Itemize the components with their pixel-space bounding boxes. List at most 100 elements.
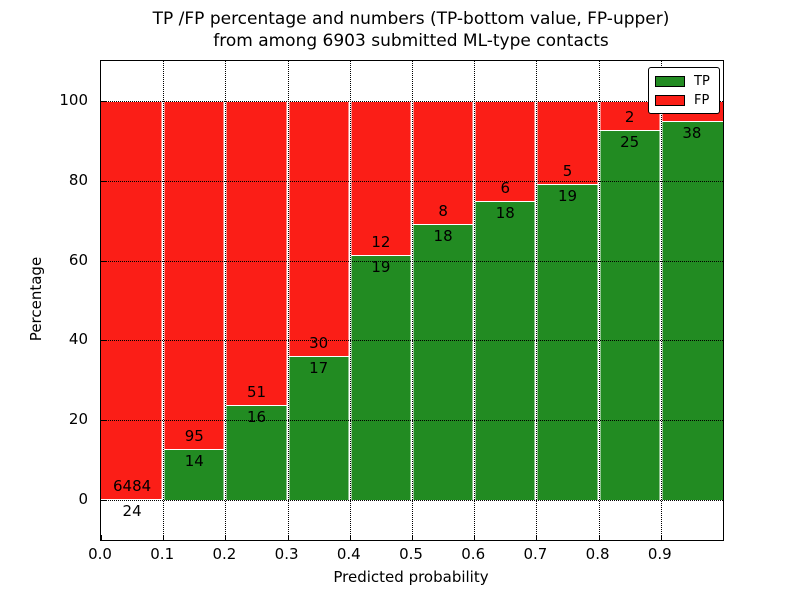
tick-marks-layer [101,61,723,540]
bar-labels-layer: 6484 24 95 14 51 16 30 17 12 19 8 18 6 18 5 19 2 25 38 [101,61,723,540]
tp-bar-segment [660,120,723,501]
vertical-gridline [225,61,227,540]
tp-bar-segment [349,255,412,501]
vertical-gridline [536,61,538,540]
x-tick-mark [474,535,476,540]
fp-bar-segment [412,100,475,224]
x-tick-label: 0.7 [523,545,548,563]
y-tick-label: 60 [68,250,88,269]
fp-count-label: 95 [184,426,204,445]
tp-count-label: 18 [433,226,453,245]
tp-bar-segment [287,355,350,501]
fp-count-label: 51 [246,382,267,401]
y-tick-mark [101,340,106,342]
x-tick-label: 0.9 [647,545,672,563]
fp-count-label: 12 [371,233,391,252]
x-tick-label: 0.5 [399,545,423,563]
x-tick-label: 0.0 [88,545,112,563]
y-tick-mark [101,420,106,422]
y-tick-label: 20 [68,410,88,429]
y-tick-label: 0 [78,490,88,509]
tp-count-label: 19 [371,258,391,277]
fp-count-label: 6 [500,178,511,197]
y-tick-mark [101,100,106,102]
chart-title-line2: from among 6903 submitted ML-type contac… [213,31,609,51]
fp-legend-swatch [655,95,685,106]
chart-title-line1: TP /FP percentage and numbers (TP-bottom… [152,9,670,29]
vertical-gridline [598,61,600,540]
x-tick-mark [349,535,351,540]
x-tick-label: 0.8 [585,545,610,563]
fp-count-label: 6484 [113,476,152,495]
x-tick-label: 0.6 [461,545,486,563]
horizontal-gridline [101,500,723,502]
x-axis-label: Predicted probability [333,568,489,586]
horizontal-gridline [101,180,723,182]
fp-bar-segment [163,100,226,449]
vertical-gridline [163,61,165,540]
fp-bar-segment [536,100,599,185]
tp-count-label: 24 [122,501,142,520]
legend-row-fp: FP [655,91,719,110]
tp-bar-segment [536,184,599,501]
tp-bar-segment [101,498,164,501]
fp-bar-segment [474,100,537,201]
vertical-gridline [412,61,413,540]
tp-legend-swatch [655,76,685,87]
fp-count-label: 8 [438,201,448,220]
tp-count-label: 16 [246,407,267,426]
fp-count-label: 30 [309,333,329,352]
y-tick-mark [101,500,106,502]
chart-title: TP /FP percentage and numbers (TP-bottom… [153,8,670,52]
tp-count-label: 19 [557,187,578,206]
tp-count-label: 38 [682,123,702,142]
horizontal-gridline [101,420,723,422]
tp-bar-segment [163,448,226,501]
x-tick-mark [163,535,165,540]
x-tick-label: 0.4 [336,545,361,563]
x-tick-label: 0.2 [212,545,237,563]
x-tick-mark [536,535,538,540]
horizontal-gridline [101,100,723,102]
fp-bar-segment [101,100,164,499]
vertical-gridline [660,61,662,540]
x-tick-mark [598,535,600,540]
horizontal-gridline [101,260,723,262]
tp-count-label: 25 [620,133,640,152]
y-tick-label: 80 [68,170,88,189]
legend-row-tp: TP [655,72,719,91]
vertical-gridline [287,61,289,540]
x-tick-mark [101,535,102,540]
tp-legend-label: TP [694,74,710,89]
fp-legend-label: FP [694,93,710,108]
y-axis-label: Percentage [27,256,45,342]
y-tick-mark [101,260,106,262]
y-tick-label: 100 [59,90,88,109]
x-tick-mark [660,535,662,540]
tp-count-label: 18 [495,203,515,222]
fp-count-label: 5 [562,162,573,181]
y-tick-label: 40 [68,330,88,349]
grid-layer [101,61,723,540]
x-tick-mark [225,535,227,540]
x-tick-label: 0.3 [274,545,299,563]
horizontal-gridline [101,340,723,342]
plot-area: 6484 24 95 14 51 16 30 17 12 19 8 18 6 18 5 19 2 25 38 TP … [100,60,724,541]
tp-bar-segment [412,223,475,501]
legend: TP FP [648,67,720,114]
x-tick-mark [412,535,413,540]
y-tick-mark [101,180,106,182]
tp-count-label: 14 [184,451,204,470]
x-tick-label: 0.1 [150,545,175,563]
fp-count-label: 2 [624,108,635,127]
vertical-gridline [349,61,351,540]
tp-bar-segment [474,200,537,501]
fp-bar-segment [349,100,412,256]
vertical-gridline [474,61,476,540]
fp-bar-segment [287,100,350,356]
tp-count-label: 17 [309,358,329,377]
x-tick-mark [287,535,289,540]
bars-layer [101,61,723,540]
tp-bar-segment [598,130,661,501]
